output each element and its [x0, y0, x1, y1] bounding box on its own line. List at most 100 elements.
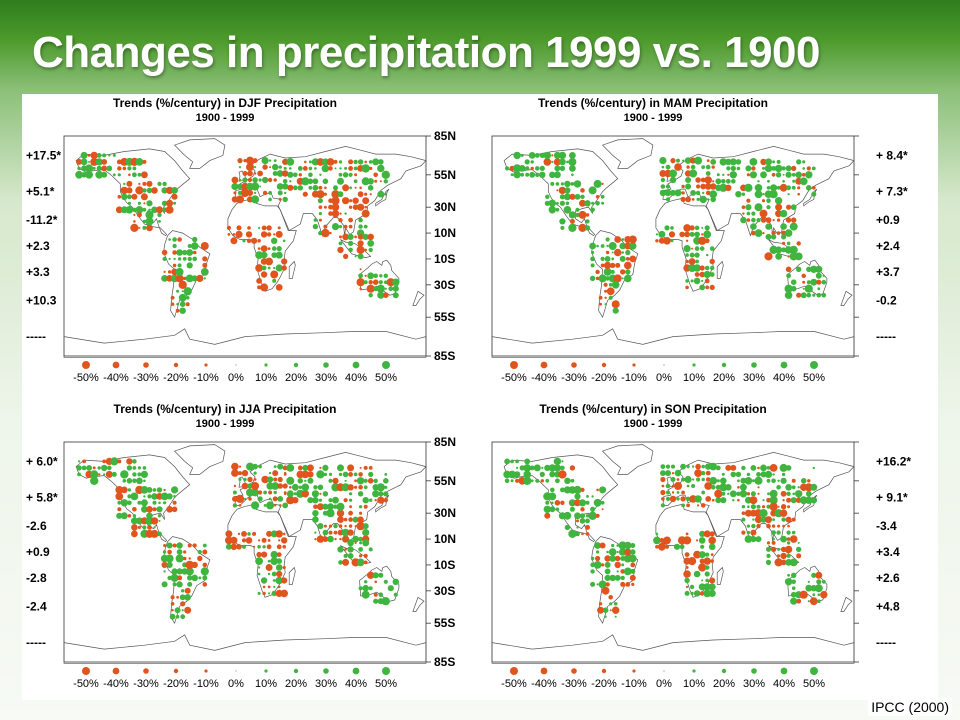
- drier-trend-marker: [383, 498, 388, 503]
- drier-trend-marker: [342, 184, 350, 192]
- wetter-trend-marker: [611, 251, 614, 254]
- wetter-trend-marker: [608, 283, 613, 287]
- wetter-trend-marker: [754, 203, 763, 212]
- wetter-trend-marker: [510, 173, 514, 177]
- drier-trend-marker: [172, 543, 177, 548]
- map-frame: [491, 441, 855, 663]
- wetter-trend-marker: [585, 500, 590, 505]
- drier-trend-marker: [337, 246, 344, 254]
- wetter-trend-marker: [766, 205, 771, 210]
- drier-trend-marker: [269, 166, 272, 169]
- wetter-trend-marker: [393, 592, 398, 597]
- wetter-trend-marker: [341, 483, 350, 492]
- wetter-trend-marker: [699, 530, 706, 537]
- wetter-trend-marker: [260, 251, 268, 259]
- drier-trend-marker: [544, 512, 551, 519]
- wetter-trend-marker: [549, 171, 556, 178]
- wetter-trend-marker: [278, 165, 282, 169]
- drier-trend-marker: [278, 197, 282, 201]
- drier-trend-marker: [267, 585, 271, 589]
- drier-trend-marker: [297, 465, 303, 471]
- wetter-trend-marker: [171, 187, 179, 194]
- wetter-trend-marker: [618, 548, 627, 556]
- zonal-trend-label: +17.5*: [26, 148, 61, 162]
- wetter-trend-marker: [362, 529, 370, 537]
- wetter-trend-marker: [515, 459, 519, 464]
- wetter-trend-marker: [596, 244, 599, 248]
- drier-trend-marker: [585, 213, 590, 217]
- wetter-trend-marker: [297, 478, 303, 484]
- drier-trend-marker: [599, 302, 602, 306]
- latitude-label: 85N: [434, 129, 456, 143]
- drier-trend-marker: [699, 271, 705, 278]
- wetter-trend-marker: [297, 166, 303, 171]
- drier-trend-marker: [322, 536, 329, 542]
- wetter-trend-marker: [704, 565, 710, 570]
- wetter-trend-marker: [525, 166, 530, 171]
- wetter-trend-marker: [185, 567, 194, 576]
- legend-label: -50%: [501, 372, 527, 384]
- drier-trend-marker: [685, 196, 691, 203]
- wetter-trend-marker: [262, 545, 266, 549]
- wetter-trend-marker: [132, 514, 137, 518]
- wetter-trend-marker: [705, 171, 711, 176]
- drier-trend-marker: [710, 559, 714, 563]
- drier-trend-marker: [766, 523, 771, 529]
- panel-jja: Trends (%/century) in JJA Precipitation 1…: [22, 400, 472, 703]
- wetter-trend-marker: [202, 575, 208, 581]
- wetter-trend-marker: [361, 177, 370, 186]
- wetter-trend-marker: [693, 264, 701, 272]
- drier-trend-marker: [612, 606, 620, 614]
- drier-trend-marker: [363, 504, 368, 509]
- legend-marker: [264, 669, 268, 673]
- wetter-trend-marker: [790, 285, 797, 292]
- wetter-trend-marker: [786, 241, 791, 246]
- wetter-trend-marker: [606, 550, 609, 554]
- wetter-trend-marker: [670, 189, 676, 196]
- drier-trend-marker: [359, 554, 363, 558]
- wetter-trend-marker: [770, 184, 778, 192]
- wetter-trend-marker: [550, 181, 555, 186]
- wetter-trend-marker: [273, 585, 276, 588]
- wetter-trend-marker: [593, 498, 602, 507]
- drier-trend-marker: [709, 577, 716, 584]
- wetter-trend-marker: [286, 476, 295, 485]
- drier-trend-marker: [177, 237, 182, 242]
- wetter-trend-marker: [378, 159, 384, 165]
- wetter-trend-marker: [574, 493, 581, 500]
- wetter-trend-marker: [358, 547, 363, 552]
- wetter-trend-marker: [231, 182, 239, 191]
- wetter-trend-marker: [197, 549, 202, 555]
- drier-trend-marker: [343, 498, 348, 503]
- wetter-trend-marker: [563, 193, 571, 201]
- wetter-trend-marker: [784, 578, 793, 586]
- drier-trend-marker: [172, 250, 177, 255]
- drier-trend-marker: [674, 482, 682, 490]
- legend-marker: [632, 363, 636, 367]
- wetter-trend-marker: [776, 485, 781, 490]
- drier-trend-marker: [313, 504, 318, 509]
- drier-trend-marker: [771, 540, 776, 545]
- drier-trend-marker: [569, 465, 576, 471]
- wetter-trend-marker: [746, 530, 751, 535]
- drier-trend-marker: [262, 591, 266, 596]
- wetter-trend-marker: [95, 170, 104, 179]
- wetter-trend-marker: [689, 169, 698, 178]
- drier-trend-marker: [165, 186, 174, 195]
- latitude-label: 30N: [434, 506, 456, 520]
- wetter-trend-marker: [766, 198, 771, 203]
- wetter-trend-marker: [593, 561, 602, 569]
- wetter-trend-marker: [751, 523, 756, 529]
- wetter-trend-marker: [616, 570, 619, 573]
- wetter-trend-marker: [612, 307, 619, 314]
- drier-trend-marker: [760, 217, 767, 223]
- wetter-trend-marker: [603, 268, 612, 276]
- drier-trend-marker: [140, 193, 148, 201]
- continent-japan: [803, 494, 818, 513]
- wetter-trend-marker: [730, 471, 737, 478]
- wetter-trend-marker: [187, 575, 193, 581]
- wetter-trend-marker: [766, 546, 771, 552]
- drier-trend-marker: [197, 555, 203, 562]
- wetter-trend-marker: [740, 477, 747, 484]
- drier-trend-marker: [605, 582, 610, 587]
